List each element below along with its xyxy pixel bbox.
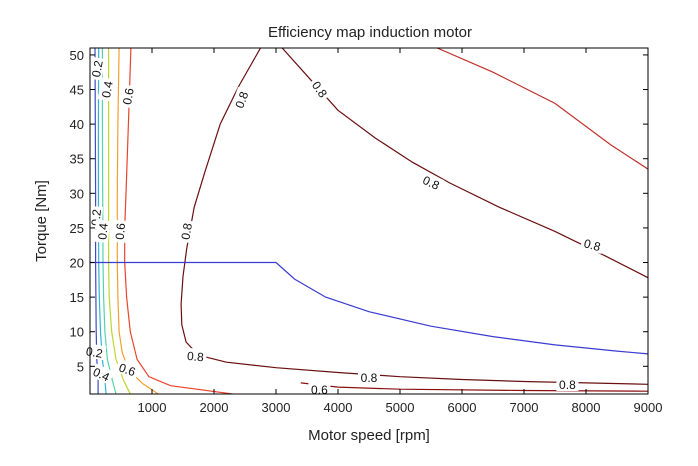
contour-label-13: 0.8 [556, 377, 579, 392]
x-tick-label: 9000 [634, 400, 663, 415]
contour-line-outer-9 [436, 48, 648, 170]
contour-label-text: 0.4 [91, 365, 112, 385]
x-axis-label: Motor speed [rpm] [308, 427, 430, 444]
x-tick-label: 7000 [510, 400, 539, 415]
x-tick-label: 8000 [572, 400, 601, 415]
contour-label-2: 0.6 [118, 84, 137, 109]
contour-line-0-6-5 [124, 48, 233, 394]
y-axis-ticks: 5 10 15 20 25 30 35 40 45 50 [70, 48, 648, 374]
y-tick-label: 45 [70, 83, 84, 98]
contour-label-10: 0.8 [580, 234, 605, 254]
x-tick-label: 6000 [448, 400, 477, 415]
contour-label-6: 0.4 [94, 219, 111, 243]
x-tick-label: 2000 [200, 400, 229, 415]
y-tick-label: 40 [70, 117, 84, 132]
y-tick-label: 10 [70, 325, 84, 340]
contour-label-12: 0.8 [358, 370, 380, 385]
contour-label-text: 0.6 [117, 360, 138, 379]
contour-label-text: 0.6 [120, 87, 137, 106]
x-tick-label: 4000 [324, 400, 353, 415]
contour-label-9: 0.8 [418, 171, 445, 193]
contour-label-1: 0.4 [97, 77, 116, 102]
chart-title: Efficiency map induction motor [268, 24, 472, 41]
contour-label-text: 0.8 [361, 371, 378, 385]
y-tick-label: 20 [70, 256, 84, 271]
contour-label-8: 0.8 [176, 219, 195, 244]
x-axis-ticks: 1000 2000 3000 4000 5000 6000 7000 8000 9000 [138, 48, 663, 415]
contour-label-text: 0.4 [99, 80, 116, 99]
contour-label-3: 0.8 [230, 86, 251, 113]
y-tick-label: 30 [70, 186, 84, 201]
contour-label-text: 0.8 [178, 222, 195, 241]
contour-label-text: 0.4 [95, 222, 110, 240]
contour-label-text: 0.6 [311, 383, 328, 397]
contour-label-text: 0.8 [559, 378, 576, 392]
contour-label-text: 0.8 [232, 89, 251, 110]
contour-label-text: 0.6 [113, 222, 128, 240]
contour-label-11: 0.8 [183, 347, 208, 364]
y-tick-label: 15 [70, 290, 84, 305]
contour-label-text: 0.8 [186, 349, 204, 364]
contour-label-text: 0.2 [85, 344, 104, 361]
contour-label-17: 0.4 [88, 362, 115, 385]
x-tick-label: 1000 [138, 400, 167, 415]
torque-limit-series [90, 261, 648, 355]
contour-line-0-8-6 [180, 48, 648, 385]
contour-label-text: 0.8 [582, 236, 602, 254]
y-tick-label: 25 [70, 221, 84, 236]
contour-labels: 0.20.4 0.6 0.8 0.80.20.4 0.6 0.80.80.80.80.8 0… [82, 56, 605, 397]
contour-label-15: 0.6 [308, 381, 331, 397]
contour-label-text: 0.2 [89, 59, 106, 78]
y-axis-label: Torque [Nm] [33, 180, 50, 262]
contour-label-7: 0.6 [111, 219, 128, 243]
contour-label-text: 0.8 [420, 173, 441, 193]
series-line-0 [90, 261, 648, 355]
plot-area [89, 47, 649, 395]
y-tick-label: 35 [70, 152, 84, 167]
plot-frame-border [89, 47, 649, 395]
y-tick-label: 5 [77, 359, 84, 374]
x-tick-label: 3000 [262, 400, 291, 415]
y-tick-label: 50 [70, 48, 84, 63]
x-tick-label: 5000 [386, 400, 415, 415]
contour-label-0: 0.2 [87, 56, 106, 81]
contour-label-14: 0.6 [114, 358, 141, 379]
